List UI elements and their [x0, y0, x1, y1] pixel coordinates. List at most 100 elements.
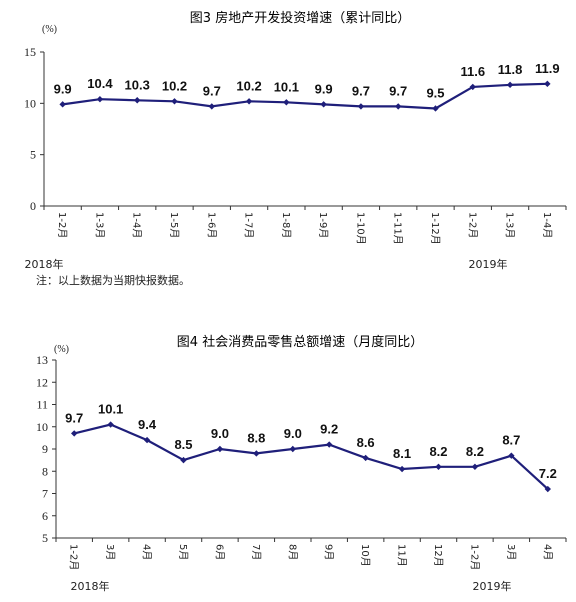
- data-label: 10.2: [162, 78, 187, 93]
- series-line: [62, 82, 548, 110]
- data-point: [395, 103, 402, 110]
- data-label: 10.3: [125, 77, 150, 92]
- x-tick-label: 3月: [505, 544, 517, 560]
- x-tick-label: 1-3月: [93, 212, 105, 238]
- chart2-data-labels: 9.7 10.1 9.4 8.5 9.0 8.8 9.0 9.2 8.6 8.1 8.2 8.2 8.7…: [65, 402, 557, 482]
- data-label: 11.6: [460, 64, 485, 79]
- data-label: 9.4: [138, 417, 157, 432]
- data-point: [506, 81, 514, 89]
- data-label: 8.6: [357, 435, 375, 450]
- data-point: [320, 101, 327, 108]
- y-tick-label: 8: [42, 464, 48, 478]
- x-tick-label: 4月: [141, 544, 153, 560]
- chart2-x-ticks: 1-2月 3月 4月 5月 6月 7月 8月 9月 10月 11月 12月 1-2月 3月 4月: [55, 538, 567, 570]
- chart2-series: [71, 421, 551, 493]
- chart1-year-label-2018: 2018年: [25, 257, 64, 271]
- data-label: 9.7: [389, 83, 407, 98]
- y-tick-label: 5: [42, 531, 48, 545]
- data-label: 8.2: [466, 444, 484, 459]
- data-point: [357, 103, 365, 110]
- chart2-year-label-2019: 2019年: [473, 579, 512, 593]
- chart2-title: 图4 社会消费品零售总额增速（月度同比）: [177, 334, 423, 350]
- data-label: 9.9: [315, 81, 333, 96]
- x-tick-label: 4月: [541, 544, 553, 560]
- x-tick-label: 1-3月: [504, 212, 516, 238]
- x-tick-label: 1-4月: [541, 212, 553, 238]
- data-label: 8.7: [502, 433, 520, 448]
- x-tick-label: 7月: [250, 544, 262, 560]
- data-label: 9.9: [54, 81, 72, 96]
- data-label: 9.2: [320, 422, 338, 437]
- data-label: 9.7: [203, 83, 221, 98]
- chart1-axes: [43, 52, 566, 207]
- x-tick-label: 1-2月: [68, 544, 80, 570]
- y-tick-label: 6: [42, 509, 48, 523]
- x-tick-label: 10月: [359, 544, 371, 567]
- data-point: [432, 105, 439, 112]
- y-tick-label: 7: [42, 487, 48, 501]
- series-line: [73, 423, 549, 490]
- x-tick-label: 1-4月: [131, 212, 143, 238]
- data-point: [289, 445, 296, 453]
- x-tick-label: 1-2月: [466, 212, 478, 238]
- x-tick-label: 1-8月: [280, 212, 292, 238]
- x-tick-label: 6月: [213, 544, 225, 560]
- chart1-data-labels: 9.9 10.4 10.3 10.2 9.7 10.2 10.1 9.9 9.7 9.7 9.5 11…: [54, 61, 560, 101]
- y-tick-label: 5: [30, 148, 36, 162]
- data-point: [208, 103, 215, 110]
- data-label: 9.0: [284, 426, 302, 441]
- data-label: 9.5: [426, 85, 444, 100]
- data-label: 10.4: [87, 76, 113, 91]
- chart1-x-ticks: 1-2月 1-3月 1-4月 1-5月 1-6月 1-7月 1-8月 1-9月 1-10月 1-1…: [43, 206, 567, 245]
- data-label: 10.2: [236, 78, 261, 93]
- chart1-y-ticks: 0 5 10 15: [24, 45, 44, 213]
- data-label: 10.1: [98, 402, 123, 417]
- data-label: 8.8: [247, 430, 265, 445]
- data-point: [71, 430, 78, 437]
- data-point: [508, 452, 515, 459]
- data-label: 8.2: [429, 444, 447, 459]
- y-tick-label: 13: [36, 353, 48, 367]
- data-point: [143, 436, 151, 444]
- data-point: [245, 98, 253, 105]
- data-point: [59, 101, 66, 108]
- chart2-axes: [55, 360, 566, 539]
- data-point: [544, 485, 551, 493]
- data-point: [544, 80, 551, 88]
- x-tick-label: 1-12月: [429, 212, 441, 245]
- data-point: [398, 465, 406, 473]
- chart1-unit: (%): [42, 24, 57, 35]
- x-tick-label: 1-2月: [56, 212, 68, 238]
- data-point: [253, 450, 260, 457]
- x-tick-label: 1-10月: [354, 212, 366, 245]
- data-label: 9.0: [211, 426, 229, 441]
- data-label: 8.5: [174, 437, 192, 452]
- data-label: 7.2: [539, 466, 557, 481]
- data-label: 10.1: [274, 79, 299, 94]
- chart1-year-label-2019: 2019年: [469, 257, 508, 271]
- y-tick-label: 9: [42, 442, 48, 456]
- x-tick-label: 1-11月: [392, 212, 404, 245]
- data-point: [216, 445, 224, 453]
- y-tick-label: 15: [24, 45, 36, 59]
- x-tick-label: 1-6月: [205, 212, 217, 238]
- x-tick-label: 11月: [396, 544, 408, 567]
- y-tick-label: 0: [30, 199, 36, 213]
- data-label: 11.8: [498, 62, 523, 77]
- data-point: [469, 83, 476, 91]
- chart2-y-ticks: 5 6 7 8 9 10 11 12 13: [36, 353, 56, 545]
- chart1-title: 图3 房地产开发投资增速（累计同比）: [190, 10, 410, 26]
- x-tick-label: 1-9月: [317, 212, 329, 238]
- data-point: [283, 99, 290, 106]
- x-tick-label: 1-7月: [243, 212, 255, 238]
- data-point: [471, 463, 479, 470]
- x-tick-label: 1-5月: [168, 212, 180, 238]
- x-tick-label: 1-2月: [468, 544, 480, 570]
- y-tick-label: 12: [36, 375, 48, 389]
- x-tick-label: 3月: [104, 544, 116, 560]
- data-label: 8.1: [393, 446, 411, 461]
- data-label: 9.7: [65, 410, 83, 425]
- data-point: [96, 96, 104, 103]
- data-point: [180, 456, 187, 464]
